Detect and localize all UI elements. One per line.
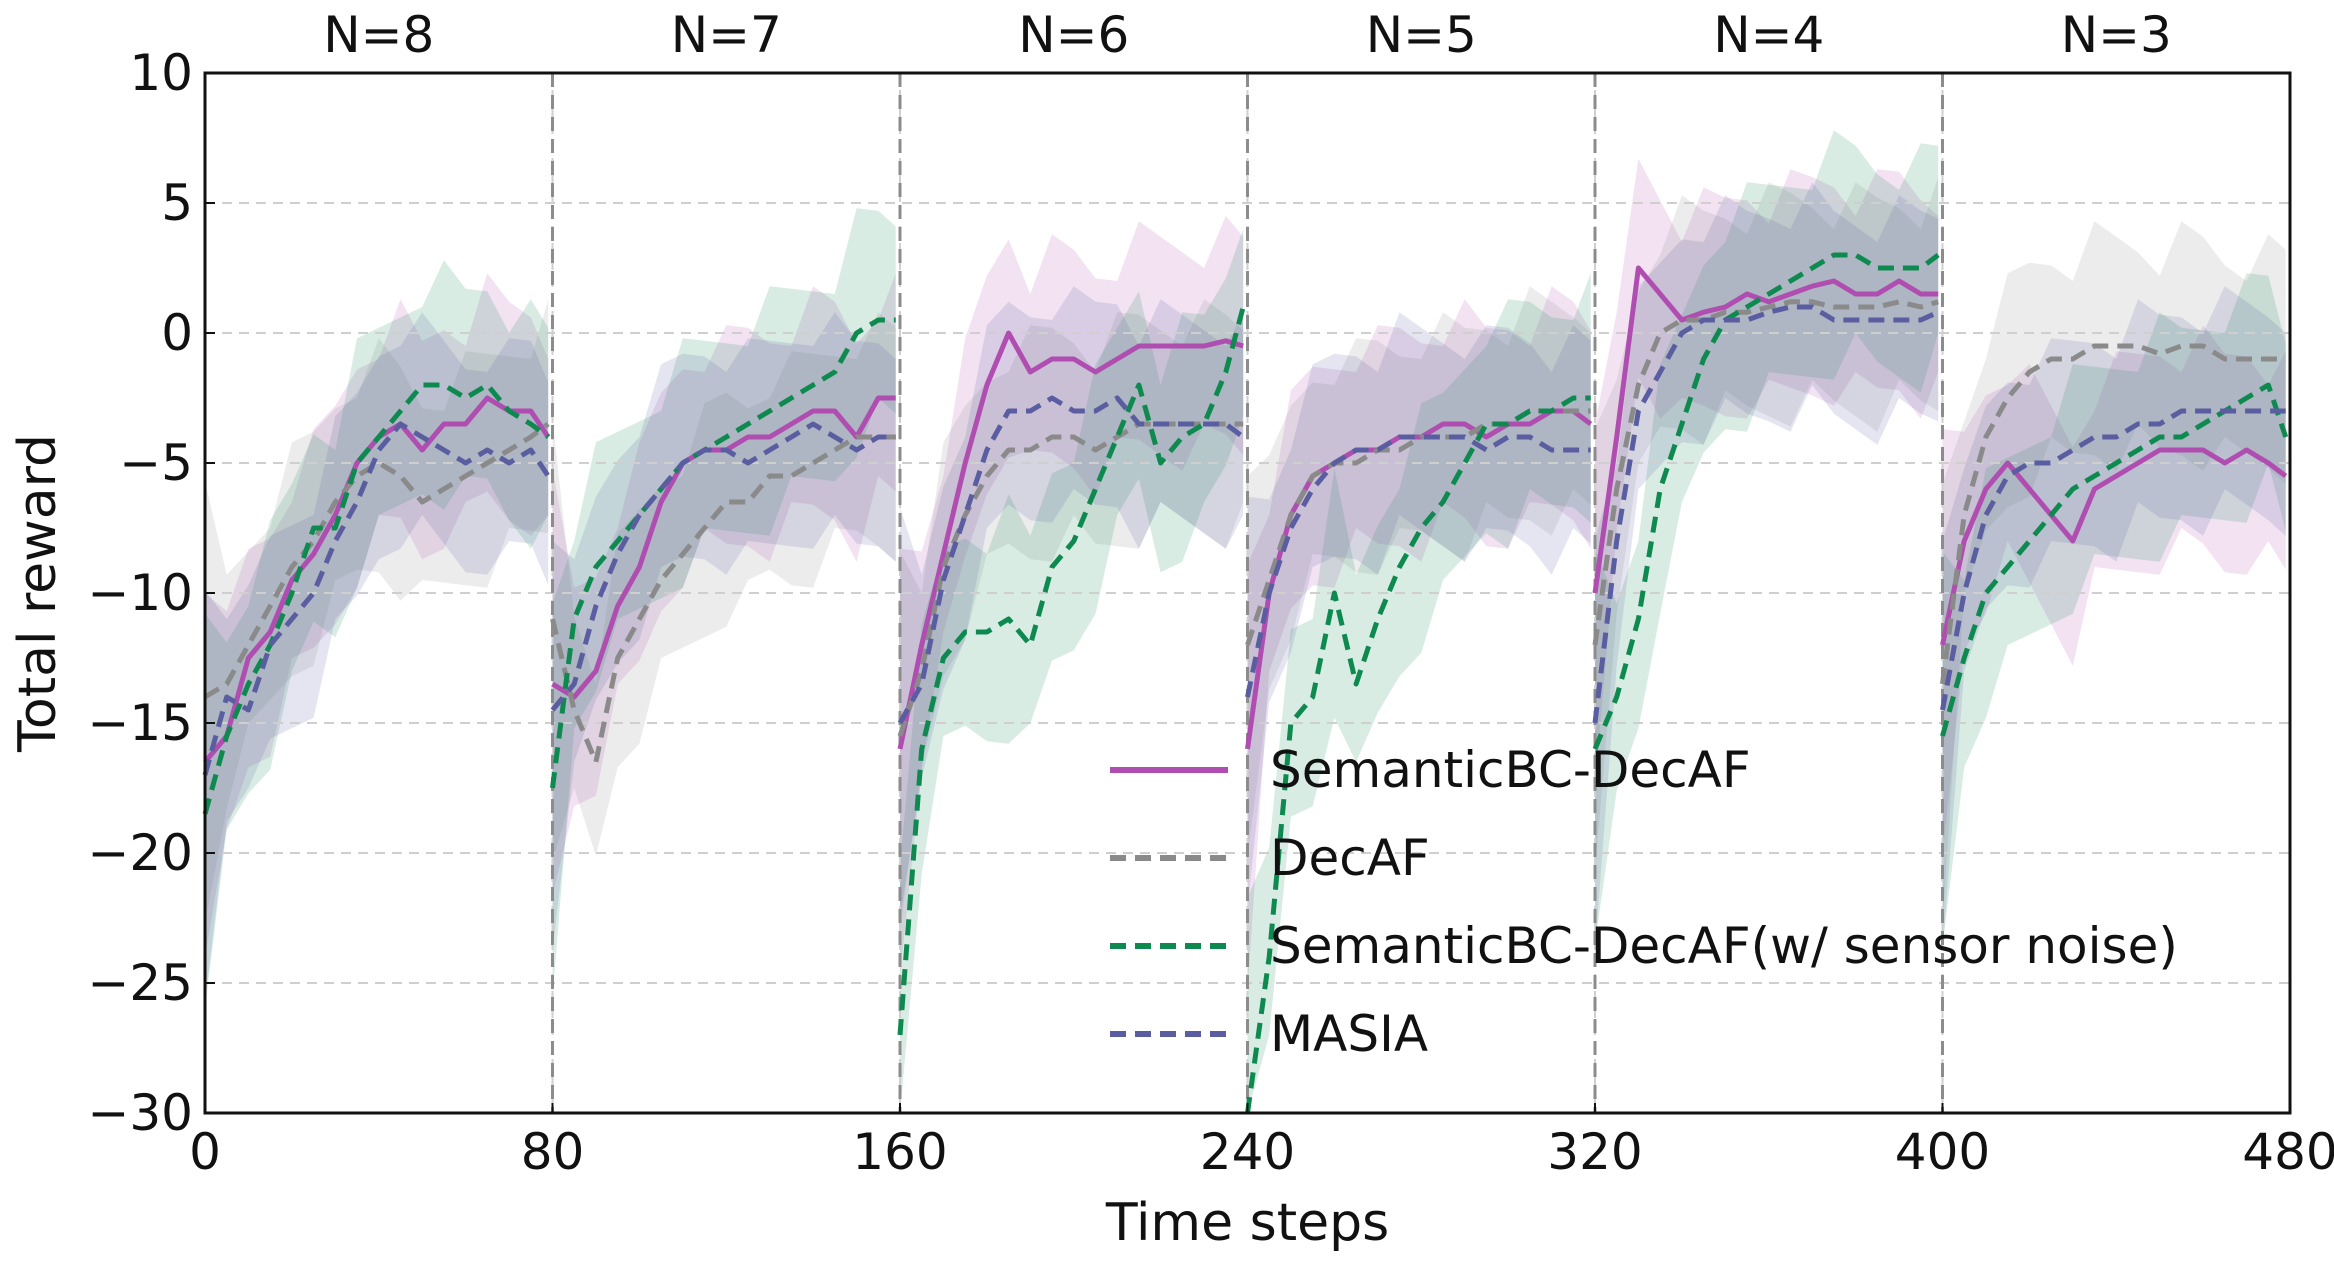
axis-ticks: 0 80 160 240 320 400 480 10 5 0 −5 −10 −15 −20 −25 −30	[87, 44, 2334, 1181]
band-0	[205, 273, 549, 957]
y-tick-label: −15	[87, 694, 193, 752]
band-3	[205, 312, 549, 1002]
series-line-2	[897, 306, 1246, 1036]
series-line-2	[1592, 252, 1940, 750]
band-1	[1942, 221, 2286, 926]
x-tick-label: 400	[1895, 1123, 1990, 1181]
segment-labels: N=8 N=7 N=6 N=5 N=4 N=3	[323, 6, 2172, 64]
series-line-3	[550, 421, 896, 712]
y-tick-label: −25	[87, 954, 193, 1012]
series-line-1	[1940, 343, 2286, 685]
segment-label: N=5	[1366, 6, 1477, 64]
band-1	[205, 299, 549, 924]
series-line-0	[897, 330, 1244, 750]
legend-label-3: MASIA	[1270, 1005, 1428, 1063]
series-line-1	[1245, 408, 1591, 646]
y-tick-label: −20	[87, 824, 193, 882]
series-line-0	[1592, 265, 1939, 594]
band-2	[1247, 273, 1591, 1113]
series-line-2	[550, 317, 896, 789]
x-tick-label: 0	[189, 1123, 221, 1181]
y-tick-label: 10	[129, 44, 193, 102]
legend: SemanticBC-DecAF DecAF SemanticBC-DecAF(w/…	[1110, 741, 2178, 1063]
series-line-2	[1940, 382, 2289, 737]
x-tick-label: 240	[1200, 1123, 1295, 1181]
y-tick-label: −30	[87, 1084, 193, 1142]
series-line-3	[1940, 408, 2286, 711]
segment-label: N=3	[2061, 6, 2172, 64]
legend-label-1: DecAF	[1270, 829, 1430, 887]
band-0	[1942, 325, 2286, 856]
x-tick-label: 480	[2242, 1123, 2334, 1181]
x-axis-title: Time steps	[1105, 1193, 1389, 1253]
segment-label: N=8	[323, 6, 434, 64]
series-line-3	[202, 421, 551, 776]
y-tick-label: −5	[119, 434, 193, 492]
series-line-1	[1592, 299, 1939, 646]
band-3	[552, 312, 896, 952]
band-3	[1942, 286, 2286, 952]
band-3	[1595, 182, 1939, 950]
band-1	[1595, 177, 1939, 872]
band-0	[900, 216, 1244, 976]
segment-label: N=7	[671, 6, 782, 64]
x-tick-label: 160	[852, 1123, 947, 1181]
legend-label-0: SemanticBC-DecAF	[1270, 741, 1751, 799]
y-tick-label: −10	[87, 564, 193, 622]
y-tick-label: 0	[161, 304, 193, 362]
series-line-1	[203, 421, 550, 700]
series-line-0	[1940, 447, 2288, 646]
series-line-1	[550, 434, 896, 765]
segment-label: N=4	[1713, 6, 1824, 64]
band-2	[1942, 273, 2286, 947]
series-line-2	[1245, 395, 1591, 1114]
series-line-2	[202, 382, 550, 815]
x-tick-label: 80	[521, 1123, 585, 1181]
band-2	[900, 229, 1244, 1113]
segment-label: N=6	[1018, 6, 1129, 64]
x-tick-label: 320	[1547, 1123, 1642, 1181]
y-tick-label: 5	[161, 174, 193, 232]
series-line-3	[897, 395, 1245, 725]
series-lines	[202, 252, 2289, 1114]
band-2	[552, 208, 896, 999]
band-2	[205, 260, 549, 1009]
y-axis-title: Total reward	[8, 434, 68, 753]
band-3	[900, 286, 1244, 918]
legend-label-2: SemanticBC-DecAF(w/ sensor noise)	[1270, 917, 2178, 975]
series-line-3	[1245, 434, 1591, 698]
